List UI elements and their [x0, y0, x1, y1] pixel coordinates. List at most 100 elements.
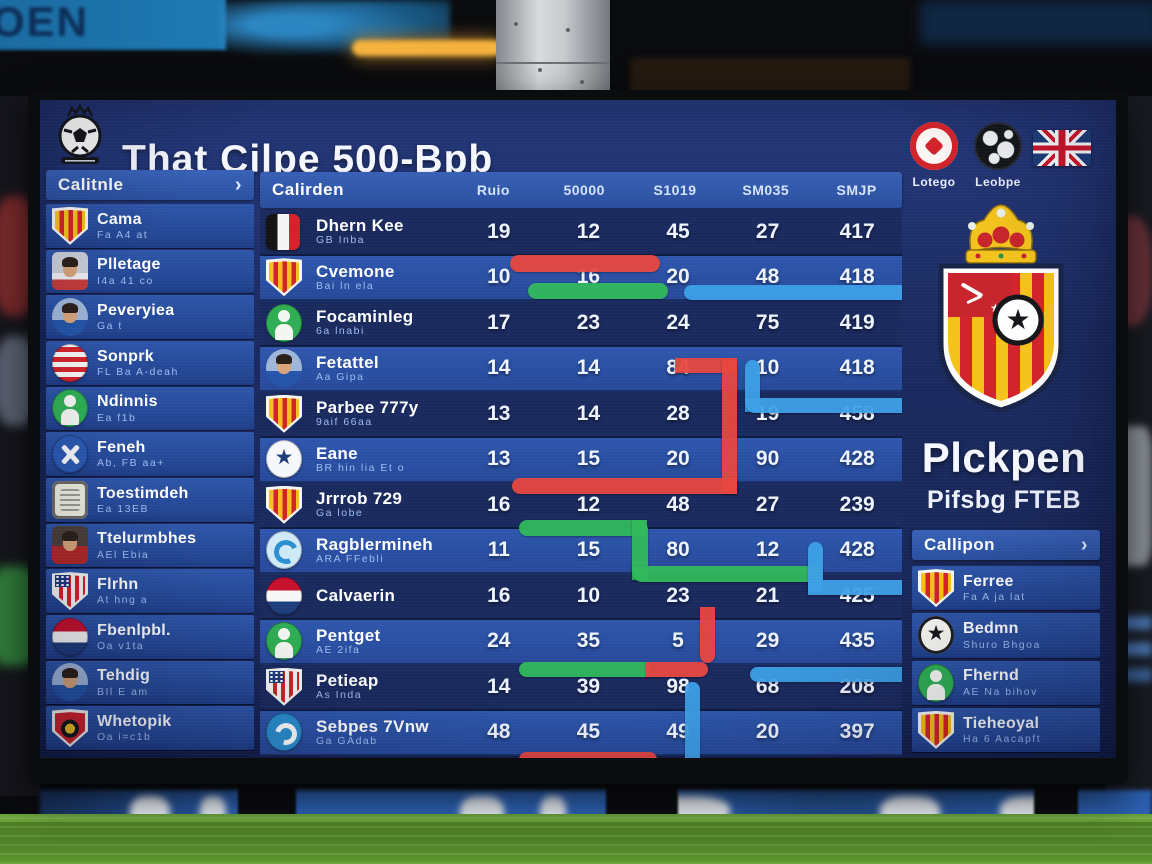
table-row[interactable]: Focaminleg 6a lnabi 17 23 24 75 419 — [260, 301, 902, 347]
board-leg — [238, 778, 296, 820]
table-row[interactable]: Dhern Kee GB Inba 19 12 45 27 417 — [260, 210, 902, 256]
sidebar-item[interactable]: Feneh Ab, FB aa+ — [46, 432, 254, 476]
stat-value: 14 — [487, 674, 511, 698]
table-header: Calirden Ruio 50000 S1019 SM035 SMJP — [260, 172, 902, 208]
stat-value: 397 — [839, 720, 875, 744]
stat-value: 417 — [839, 219, 875, 243]
uk-flag-icon — [1033, 130, 1091, 166]
crest-red-black-icon — [52, 709, 88, 747]
sidebar-item[interactable]: Whetopik Oa i=c1b — [46, 706, 254, 750]
team-name: Tieheoyal — [963, 714, 1040, 732]
team-subtitle: 6a lnabi — [316, 325, 365, 338]
team-subtitle: Ga lobe — [316, 507, 364, 520]
column-header[interactable]: Ruio — [476, 182, 510, 198]
team-name: Tehdig — [97, 667, 151, 685]
team-subtitle: 9aif 66aa — [316, 416, 373, 429]
right-list-header[interactable]: Callipon › — [912, 530, 1100, 560]
sidebar-header[interactable]: Calitnle › — [46, 170, 254, 200]
team-name: Fhernd — [963, 667, 1020, 685]
column-header[interactable]: 50000 — [563, 182, 605, 198]
sidebar-item[interactable]: Cama Fa A4 at — [46, 204, 254, 248]
crest-red-yellow-icon — [52, 207, 88, 245]
right-panel-item[interactable]: Tieheoyal Ha 6 Aacapft — [912, 707, 1100, 752]
stat-value: 11 — [487, 538, 510, 562]
stat-value: 428 — [839, 447, 875, 471]
sidebar-item[interactable]: Ndinnis Ea f1b — [46, 386, 254, 431]
team-subtitle: AE 2ifa — [316, 643, 361, 656]
league-logo-icon — [52, 103, 108, 171]
table-row[interactable]: Calvaerin 16 10 23 21 425 — [260, 574, 902, 620]
sidebar-item[interactable]: Sonprk FL Ba A-deah — [46, 341, 254, 385]
club-crest-icon: ★ ★ — [926, 200, 1076, 437]
team-name: Plletage — [97, 256, 161, 274]
stat-value: 48 — [487, 720, 511, 744]
stat-value: 23 — [576, 310, 601, 334]
stat-value: 12 — [576, 492, 601, 516]
sidebar-item[interactable]: Peveryiea Ga t — [46, 295, 254, 339]
table-row[interactable]: Parbee 777y 9aif 66aa 13 14 28 19 458 — [260, 392, 902, 438]
circle-badge-lightblue-icon — [266, 531, 302, 570]
team-name: Toestimdeh — [97, 484, 189, 502]
sidebar-item[interactable]: Tehdig BIl E am — [46, 660, 254, 705]
circle-blue-hammers-icon — [52, 435, 88, 474]
stat-value: 12 — [755, 538, 780, 562]
sidebar-item[interactable]: Ttelurmbhes AEl Ebia — [46, 523, 254, 568]
right-panel-item[interactable]: Fhernd AE Na bihov — [912, 660, 1100, 705]
team-name: Bedmn — [963, 620, 1019, 638]
banner-text: OEN — [0, 0, 90, 45]
table-row[interactable]: Ragblermineh ARA FFebli 11 15 80 12 428 — [260, 528, 902, 574]
sidebar-item[interactable]: Flrhn At hng a — [46, 569, 254, 613]
svg-text:★: ★ — [1005, 304, 1030, 335]
circle-red-white-stripes-icon — [52, 343, 88, 382]
sidebar-header-label: Calitnle — [58, 175, 124, 194]
team-name: Eane — [316, 443, 358, 463]
shield-stars-stripes-icon — [52, 572, 88, 610]
team-name: Ttelurmbhes — [97, 530, 197, 548]
stat-value: 5 — [672, 629, 684, 653]
table-row[interactable]: Fetattel Aa Gipa 14 14 84 10 418 — [260, 346, 902, 392]
circle-green-figure-icon — [266, 622, 302, 661]
photo-white-icon — [52, 252, 88, 291]
table-row[interactable]: Sebpes 7Vnw Ga GAdab 48 45 49 20 397 — [260, 710, 902, 756]
svg-text:★: ★ — [990, 301, 1001, 315]
team-name: Cama — [97, 210, 142, 228]
board-leg — [606, 778, 678, 820]
stat-value: 20 — [755, 720, 780, 744]
stat-value: 29 — [755, 629, 780, 653]
photo-blue-circle-icon — [52, 298, 88, 337]
stat-value: 68 — [755, 674, 780, 698]
table-row[interactable]: Cvemone Bai ln ela 10 16 20 48 418 — [260, 255, 902, 301]
team-name: Calvaerin — [316, 586, 396, 606]
table-row[interactable]: Jrrrob 729 Ga lobe 16 12 48 27 239 — [260, 483, 902, 529]
team-subtitle: Oa v1ta — [97, 639, 145, 652]
league-badge-2[interactable]: Leobpe — [970, 122, 1026, 189]
team-subtitle: Shuro Bhgoa — [963, 638, 1041, 651]
stat-value: 15 — [576, 538, 601, 562]
photo-blue-circle-icon — [266, 349, 302, 388]
stat-value: 28 — [666, 401, 690, 425]
column-header[interactable]: SMJP — [836, 182, 877, 198]
table-row[interactable]: Pentget AE 2ifa 24 35 5 29 435 — [260, 619, 902, 665]
crest-red-yellow-icon — [266, 486, 302, 524]
stat-value: 10 — [576, 583, 601, 607]
support-pole — [496, 0, 610, 104]
column-header[interactable]: S1019 — [653, 182, 697, 198]
table-row[interactable]: Petieap As Inda 14 39 98 68 208 — [260, 665, 902, 711]
crest-grey-icon — [52, 480, 88, 519]
language-flag-badge[interactable] — [1033, 130, 1091, 166]
column-header[interactable]: SM035 — [742, 182, 790, 198]
league-badge-1[interactable]: Lotego — [906, 122, 962, 189]
stat-value: 45 — [576, 720, 601, 744]
sidebar-item[interactable]: Plletage I4a 41 co — [46, 249, 254, 294]
team-name: Cvemone — [316, 261, 395, 281]
right-panel-item[interactable]: Ferree Fa A ja lat — [912, 566, 1100, 611]
sidebar-item[interactable]: Fbenlpbl. Oa v1ta — [46, 615, 254, 659]
stat-value: 10 — [487, 265, 511, 289]
sidebar-item[interactable]: Toestimdeh Ea 13EB — [46, 478, 254, 522]
stat-value: 16 — [487, 583, 511, 607]
stat-value: 14 — [576, 401, 601, 425]
stat-value: 19 — [755, 401, 780, 425]
